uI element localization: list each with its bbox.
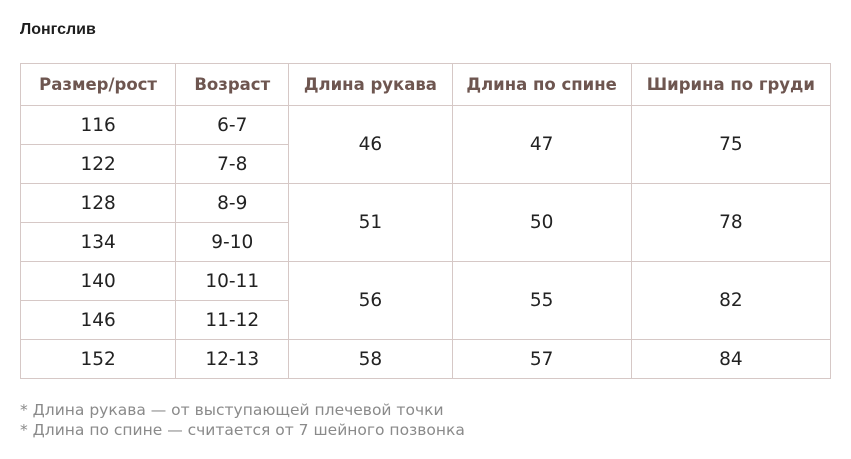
header-chest-width: Ширина по груди — [630, 63, 832, 106]
page-title: Лонгслив — [20, 21, 96, 38]
header-sleeve-length: Длина рукава — [288, 63, 453, 106]
cell-back-length: 47 — [451, 105, 632, 184]
table-row: 128 8-9 51 50 78 — [19, 183, 832, 262]
cell-size: 134 — [19, 222, 177, 262]
header-age: Возраст — [175, 63, 290, 106]
cell-size: 140 — [19, 261, 177, 301]
cell-age: 11-12 — [175, 300, 290, 340]
size-chart-table: Размер/рост Возраст Длина рукава Длина п… — [19, 63, 832, 379]
cell-size: 122 — [19, 144, 177, 184]
header-back-length: Длина по спине — [451, 63, 632, 106]
table-header-row: Размер/рост Возраст Длина рукава Длина п… — [19, 63, 832, 106]
cell-chest-width: 75 — [630, 105, 832, 184]
cell-back-length: 57 — [451, 339, 632, 379]
cell-age: 9-10 — [175, 222, 290, 262]
footnotes: * Длина рукава — от выступающей плечевой… — [20, 400, 465, 440]
cell-sleeve-length: 56 — [288, 261, 453, 340]
table-row: 152 12-13 58 57 84 — [19, 339, 832, 379]
table-row: 146 11-12 — [19, 300, 831, 340]
table-row: 140 10-11 56 55 82 — [19, 261, 832, 340]
cell-size: 116 — [19, 105, 177, 145]
cell-chest-width: 78 — [630, 183, 832, 262]
footnote-back: * Длина по спине — считается от 7 шейног… — [20, 421, 465, 439]
cell-age: 7-8 — [175, 144, 290, 184]
cell-size: 128 — [19, 183, 177, 223]
cell-age: 10-11 — [175, 261, 290, 301]
cell-age: 12-13 — [175, 339, 290, 379]
cell-chest-width: 82 — [630, 261, 832, 340]
cell-back-length: 50 — [451, 183, 632, 262]
cell-sleeve-length: 51 — [288, 183, 453, 262]
table-row: 134 9-10 — [19, 222, 831, 262]
cell-chest-width: 84 — [630, 339, 832, 379]
table-row: 116 6-7 46 47 75 — [19, 105, 832, 184]
cell-back-length: 55 — [451, 261, 632, 340]
cell-size: 152 — [19, 339, 177, 379]
cell-size: 146 — [19, 300, 177, 340]
cell-sleeve-length: 46 — [288, 105, 453, 184]
cell-age: 8-9 — [175, 183, 290, 223]
header-size: Размер/рост — [19, 63, 177, 106]
cell-sleeve-length: 58 — [288, 339, 453, 379]
footnote-sleeve: * Длина рукава — от выступающей плечевой… — [20, 401, 444, 419]
cell-age: 6-7 — [175, 105, 290, 145]
table-row: 122 7-8 — [19, 144, 831, 184]
